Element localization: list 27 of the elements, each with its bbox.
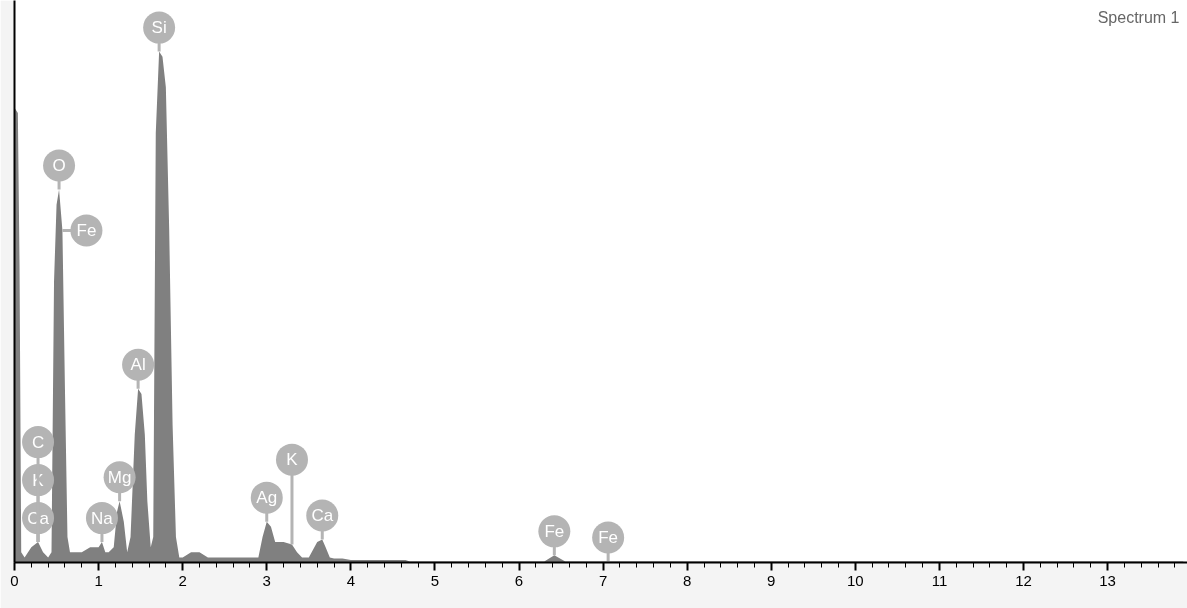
annotation: O bbox=[52, 156, 66, 176]
annotation: Fe bbox=[544, 521, 565, 541]
annotation: Fe bbox=[598, 527, 619, 547]
x-tick-label: 0 bbox=[10, 571, 19, 589]
annotation: C bbox=[31, 432, 45, 452]
annotation: Na bbox=[91, 508, 114, 528]
x-tick-label: 10 bbox=[847, 571, 864, 589]
x-tick-label: 8 bbox=[683, 571, 692, 589]
x-tick-label: 4 bbox=[346, 571, 356, 589]
chart-title: Spectrum 1 bbox=[1097, 8, 1180, 26]
x-tick-label: 1 bbox=[94, 571, 103, 589]
annotation: K bbox=[286, 450, 299, 470]
x-tick-label: 11 bbox=[931, 571, 948, 589]
x-tick-label: 2 bbox=[178, 571, 187, 589]
x-tick-label: 12 bbox=[1015, 571, 1032, 589]
x-tick-label: 6 bbox=[514, 571, 524, 589]
x-tick-label: 5 bbox=[430, 571, 440, 589]
annotation: Mg bbox=[107, 467, 132, 487]
x-tick-label: 13 bbox=[1099, 571, 1116, 589]
x-tick-label: 9 bbox=[767, 571, 776, 589]
annotation: Ag bbox=[256, 488, 278, 508]
annotation: Al bbox=[130, 355, 146, 375]
annotation: Fe bbox=[76, 220, 97, 240]
annotation: Si bbox=[151, 18, 167, 38]
x-tick-label: 3 bbox=[262, 571, 271, 589]
x-tick-label: 7 bbox=[598, 571, 608, 589]
annotation: Ca bbox=[311, 506, 334, 526]
